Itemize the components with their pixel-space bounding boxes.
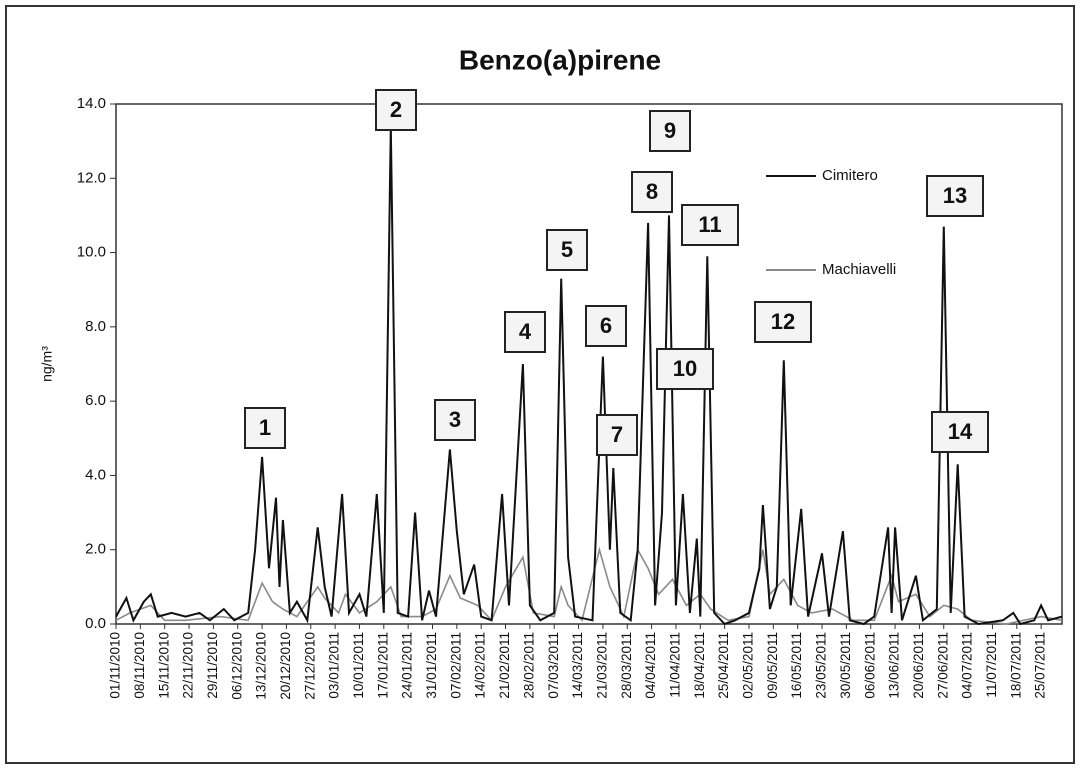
x-tick-label: 11/04/2011	[668, 632, 683, 698]
y-tick-label: 4.0	[85, 466, 106, 483]
annotation-box	[546, 229, 588, 271]
y-tick-label: 12.0	[77, 169, 106, 186]
x-tick-label: 06/06/2011	[862, 632, 877, 699]
x-tick-label: 20/06/2011	[911, 632, 926, 699]
annotation-label: 6	[600, 313, 612, 338]
chart-title: Benzo(a)pirene	[459, 44, 661, 75]
x-tick-label: 11/07/2011	[984, 632, 999, 698]
x-tick-label: 30/05/2011	[838, 632, 853, 699]
annotation-label: 7	[611, 422, 623, 447]
annotation-box	[656, 348, 714, 390]
frame	[5, 5, 1075, 764]
annotation-box	[931, 411, 989, 453]
x-tick-label: 21/03/2011	[594, 632, 609, 699]
x-tick-label: 16/05/2011	[789, 632, 804, 699]
x-tick-label: 25/04/2011	[716, 632, 731, 699]
annotation-label: 12	[771, 309, 795, 334]
annotation-label: 4	[519, 319, 532, 344]
annotation-box	[596, 414, 638, 456]
x-tick-label: 08/11/2010	[132, 632, 147, 699]
x-tick-label: 15/11/2010	[156, 632, 171, 699]
y-tick-label: 2.0	[85, 541, 106, 558]
annotation-box	[926, 175, 984, 217]
legend-label: Cimitero	[822, 167, 878, 184]
x-tick-label: 24/01/2011	[400, 632, 415, 699]
x-tick-label: 18/04/2011	[692, 632, 707, 699]
x-tick-label: 27/12/2010	[302, 632, 317, 700]
annotation-box	[631, 171, 673, 213]
x-tick-label: 06/12/2010	[229, 632, 244, 700]
x-tick-label: 13/06/2011	[887, 632, 902, 699]
annotation-label: 14	[948, 419, 973, 444]
annotation-label: 8	[646, 179, 658, 204]
x-tick-label: 17/01/2011	[375, 632, 390, 699]
x-tick-label: 09/05/2011	[765, 632, 780, 699]
annotation-box	[649, 110, 691, 152]
x-tick-label: 25/07/2011	[1033, 632, 1048, 699]
series-line	[115, 126, 1063, 626]
x-tick-label: 03/01/2011	[327, 632, 342, 699]
x-tick-label: 07/02/2011	[448, 632, 463, 699]
x-tick-label: 20/12/2010	[278, 632, 293, 700]
y-tick-label: 6.0	[85, 392, 106, 409]
annotation-box	[434, 399, 476, 441]
x-tick-label: 31/01/2011	[424, 632, 439, 699]
x-tick-label: 27/06/2011	[935, 632, 950, 699]
annotation-label: 3	[449, 407, 461, 432]
annotation-label: 2	[390, 97, 402, 122]
x-tick-label: 01/11/2010	[108, 632, 123, 699]
annotation-box	[504, 311, 546, 353]
x-tick-label: 22/11/2010	[181, 632, 196, 699]
annotation-label: 13	[943, 183, 967, 208]
x-tick-label: 04/07/2011	[960, 632, 975, 699]
plot-area	[115, 103, 1063, 625]
x-tick-label: 02/05/2011	[741, 632, 756, 699]
annotation-box	[754, 301, 812, 343]
x-tick-label: 28/03/2011	[619, 632, 634, 699]
y-tick-label: 0.0	[85, 615, 106, 632]
x-tick-label: 23/05/2011	[814, 632, 829, 699]
y-tick-label: 14.0	[77, 95, 106, 112]
annotation-label: 11	[698, 212, 721, 237]
x-tick-label: 14/02/2011	[473, 632, 488, 699]
legend-label: Machiavelli	[822, 261, 896, 278]
x-tick-label: 13/12/2010	[254, 632, 269, 700]
annotation-box	[681, 204, 739, 246]
x-tick-label: 10/01/2011	[351, 632, 366, 699]
annotation-box	[585, 305, 627, 347]
annotation-label: 9	[664, 118, 676, 143]
x-tick-label: 29/11/2010	[205, 632, 220, 699]
annotation-label: 5	[561, 237, 573, 262]
y-tick-label: 10.0	[77, 244, 106, 261]
y-axis-label: ng/m³	[39, 346, 55, 382]
x-tick-label: 04/04/2011	[643, 632, 658, 699]
annotation-box	[375, 89, 417, 131]
annotation-label: 10	[673, 356, 697, 381]
y-tick-label: 8.0	[85, 318, 106, 335]
annotation-box	[244, 407, 286, 449]
x-tick-label: 18/07/2011	[1008, 632, 1023, 699]
x-tick-label: 07/03/2011	[546, 632, 561, 699]
x-tick-label: 28/02/2011	[521, 632, 536, 699]
x-tick-label: 21/02/2011	[497, 632, 512, 699]
annotation-label: 1	[259, 415, 271, 440]
x-tick-label: 14/03/2011	[570, 632, 585, 699]
